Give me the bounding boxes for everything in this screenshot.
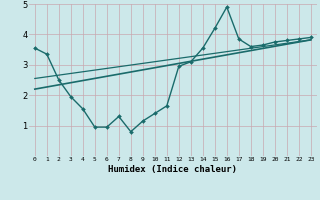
X-axis label: Humidex (Indice chaleur): Humidex (Indice chaleur): [108, 165, 237, 174]
